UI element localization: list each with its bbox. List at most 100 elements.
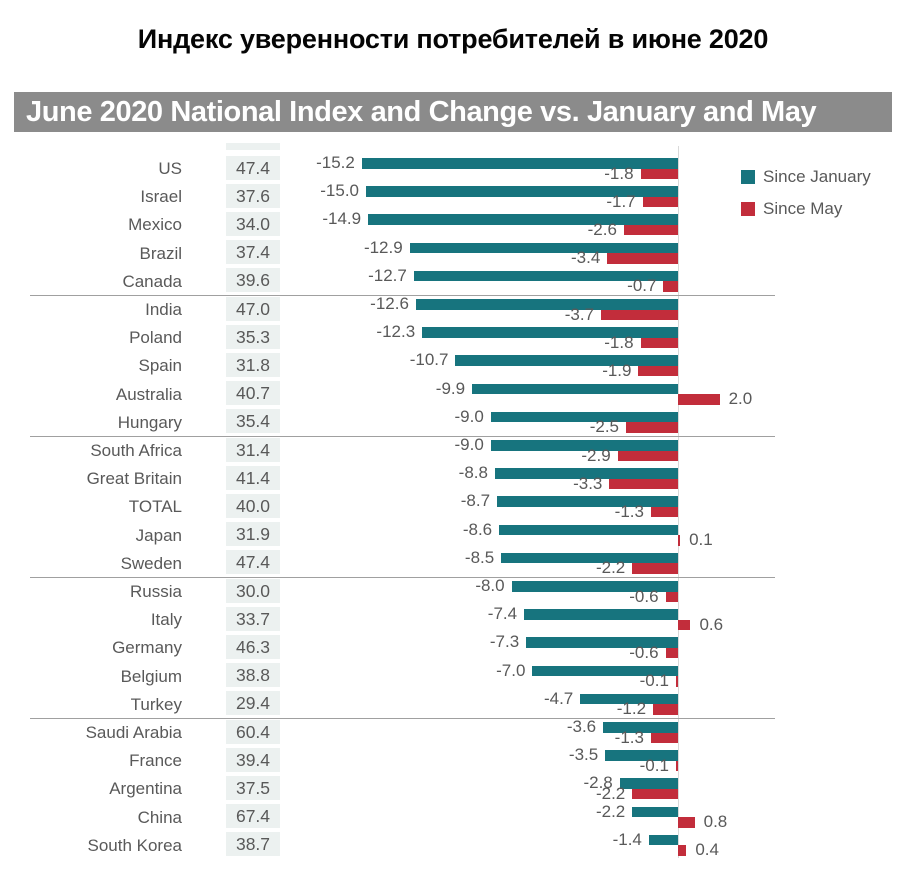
country-label: Italy — [150, 610, 182, 630]
since-may-bar — [607, 253, 678, 264]
since-january-bar — [494, 468, 678, 479]
chart-row: France 39.4 -3.5 -0.1 — [0, 744, 906, 775]
since-may-value: -1.7 — [606, 191, 636, 211]
since-may-value: -2.2 — [595, 783, 626, 803]
since-january-bar — [511, 581, 678, 592]
since-january-value: -14.9 — [322, 209, 362, 229]
index-value-cell: 31.8 — [226, 352, 280, 377]
since-january-bar — [501, 552, 678, 564]
since-january-bar — [632, 806, 678, 818]
since-january-bar — [490, 440, 678, 451]
since-may-value: -2.5 — [589, 417, 619, 437]
country-label: France — [129, 751, 182, 771]
country-label: Belgium — [120, 666, 182, 686]
since-january-value: -9.0 — [454, 435, 484, 454]
since-may-value: -0.1 — [639, 755, 669, 775]
chart-row: Italy 33.7 -7.4 0.6 — [0, 603, 906, 634]
country-label: Spain — [138, 356, 182, 376]
country-label: Brazil — [139, 243, 182, 263]
since-may-bar — [640, 337, 678, 349]
since-january-value: -8.6 — [462, 519, 493, 539]
index-value-cell: 60.4 — [226, 719, 280, 744]
since-may-value: 0.6 — [699, 614, 724, 634]
since-january-value: -12.9 — [363, 237, 403, 257]
legend: Since January Since May — [741, 167, 871, 234]
since-january-bar — [415, 299, 678, 310]
group-divider — [30, 576, 775, 578]
since-may-bar — [650, 732, 678, 743]
chart-row: Israel 37.6 -15.0 -1.7 — [0, 180, 906, 211]
since-may-bar — [675, 760, 678, 772]
index-value-cell: 33.7 — [226, 606, 280, 631]
since-may-value: 0.8 — [703, 812, 728, 832]
since-may-bar — [678, 619, 691, 631]
since-january-swatch-icon — [741, 170, 755, 184]
legend-item-since-may: Since May — [741, 199, 871, 218]
since-may-bar — [678, 394, 720, 405]
since-may-bar — [642, 196, 678, 208]
chart-row: Hungary 35.4 -9.0 -2.5 — [0, 406, 906, 437]
chart-row: Japan 31.9 -8.6 0.1 — [0, 519, 906, 549]
chart-row: Belgium 38.8 -7.0 -0.1 — [0, 660, 906, 690]
since-january-value: -8.8 — [458, 463, 488, 483]
chart-row: Australia 40.7 -9.9 2.0 — [0, 378, 906, 408]
since-january-bar — [409, 242, 678, 254]
chart-row: Canada 39.6 -12.7 -0.7 — [0, 265, 906, 295]
index-value-cell: 30.0 — [226, 578, 280, 603]
since-may-bar — [626, 422, 678, 433]
index-value-cell: 39.4 — [226, 747, 280, 772]
since-january-bar — [497, 496, 678, 507]
chart-row: Sweden 47.4 -8.5 -2.2 — [0, 547, 906, 577]
index-value-cell: 47.4 — [226, 550, 280, 575]
country-label: US — [158, 159, 182, 178]
index-value-cell: 35.4 — [226, 409, 280, 434]
legend-item-since-january: Since January — [741, 167, 871, 186]
since-january-value: -7.3 — [489, 632, 520, 652]
since-may-bar — [678, 817, 695, 828]
since-january-value: -3.5 — [568, 745, 599, 765]
since-january-value: -15.2 — [316, 153, 355, 172]
since-january-value: -9.9 — [435, 378, 466, 398]
since-may-value: -1.9 — [602, 360, 632, 380]
since-may-bar — [678, 845, 687, 856]
index-value-cell: 40.7 — [226, 381, 280, 406]
index-value-cell: 31.9 — [226, 522, 280, 547]
since-may-value: -3.3 — [573, 473, 603, 493]
chart-row: Mexico 34.0 -14.9 -2.6 — [0, 208, 906, 238]
index-value-cell: 41.4 — [226, 465, 280, 490]
since-january-bar — [366, 186, 678, 197]
country-label: Australia — [115, 384, 182, 404]
country-label: Mexico — [128, 215, 182, 235]
index-value-cell: 39.6 — [226, 268, 280, 293]
since-january-value: -12.6 — [370, 294, 409, 313]
index-value-cell: 40.0 — [226, 493, 280, 518]
since-january-value: -12.3 — [376, 322, 416, 342]
since-january-bar — [526, 637, 678, 648]
since-may-value: -2.9 — [581, 445, 611, 465]
since-january-bar — [368, 214, 678, 225]
country-label: South Korea — [87, 835, 182, 855]
since-january-bar — [472, 383, 678, 395]
chart-row: South Korea 38.7 -1.4 0.4 — [0, 829, 906, 859]
chart-row: South Africa 31.4 -9.0 -2.9 — [0, 434, 906, 465]
since-january-bar — [499, 524, 678, 536]
since-january-value: -12.7 — [368, 265, 407, 285]
country-label: Russia — [130, 582, 182, 601]
chart-row: Spain 31.8 -10.7 -1.9 — [0, 349, 906, 380]
since-may-swatch-icon — [741, 202, 755, 216]
since-january-bar — [619, 778, 678, 789]
since-january-bar — [580, 693, 678, 705]
since-may-value: -3.4 — [570, 248, 601, 268]
country-label: TOTAL — [128, 497, 182, 517]
country-label: Argentina — [109, 779, 182, 799]
country-label: Poland — [129, 328, 182, 348]
index-value-cell: 31.4 — [226, 437, 280, 462]
since-january-value: -8.5 — [464, 547, 495, 567]
since-january-bar — [413, 270, 678, 282]
index-value-cell: 67.4 — [226, 804, 280, 829]
index-value-cell: 37.5 — [226, 775, 280, 800]
since-may-bar — [663, 281, 678, 292]
since-january-bar — [361, 158, 678, 169]
since-may-bar — [678, 535, 681, 546]
since-january-bar — [422, 327, 678, 338]
